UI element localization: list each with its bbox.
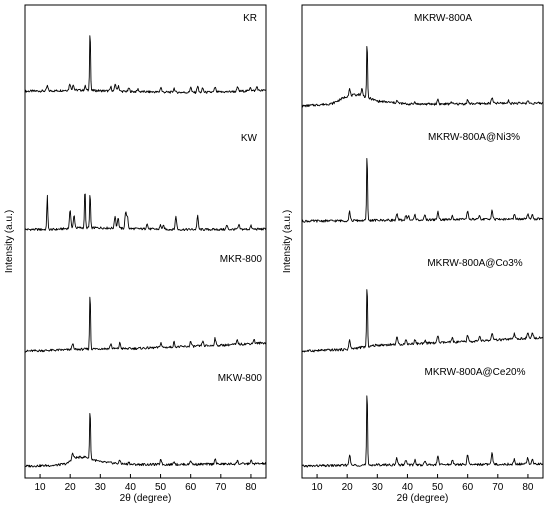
- series-trace-mkrw-800a-ni3-: [301, 157, 544, 223]
- left-plot-frame: [24, 4, 267, 479]
- x-tick-label: 10: [312, 482, 324, 493]
- series-label: KR: [243, 13, 257, 24]
- x-tick-label: 30: [95, 482, 107, 493]
- right-panel: MKRW-800A MKRW-800A@Ni3% MKRW-800A@Co3% MKR…: [282, 4, 544, 504]
- left-panel: KR KW MKR-800 MKW-800 10 20 30 40 50 60 70 80 2θ (…: [4, 4, 267, 504]
- x-tick-label: 60: [462, 482, 474, 493]
- right-y-axis-label: Intensity (a.u.): [282, 210, 293, 273]
- x-tick-label: 80: [245, 482, 257, 493]
- x-tick-label: 70: [492, 482, 504, 493]
- x-tick-label: 10: [35, 482, 47, 493]
- right-x-axis-label: 2θ (degree): [397, 493, 449, 504]
- series-label: MKRW-800A: [414, 13, 472, 24]
- series-label: MKRW-800A@Co3%: [427, 258, 522, 269]
- x-tick-label: 40: [402, 482, 414, 493]
- series-trace-mkr-800: [24, 296, 267, 353]
- left-series-layer: KR KW MKR-800 MKW-800: [24, 13, 267, 468]
- series-trace-kr: [24, 35, 267, 94]
- x-tick-label: 30: [372, 482, 384, 493]
- series-trace-mkrw-800a-ce20-: [301, 395, 544, 468]
- left-y-axis-label: Intensity (a.u.): [4, 210, 15, 273]
- series-trace-mkw-800: [24, 412, 267, 468]
- x-tick-label: 20: [65, 482, 77, 493]
- x-tick-label: 60: [185, 482, 197, 493]
- left-x-ticks: 10 20 30 40 50 60 70 80: [35, 474, 257, 493]
- x-tick-label: 80: [522, 482, 534, 493]
- series-label: KW: [241, 133, 258, 144]
- series-trace-mkrw-800a-co3-: [301, 289, 544, 353]
- series-label: MKRW-800A@Ni3%: [428, 132, 520, 143]
- right-series-layer: MKRW-800A MKRW-800A@Ni3% MKRW-800A@Co3% MKR…: [301, 13, 544, 468]
- x-tick-label: 40: [125, 482, 137, 493]
- series-label: MKR-800: [220, 254, 263, 265]
- x-tick-label: 70: [215, 482, 227, 493]
- x-tick-label: 20: [342, 482, 354, 493]
- x-tick-label: 50: [432, 482, 444, 493]
- right-plot-frame: [301, 4, 544, 479]
- series-label: MKW-800: [218, 373, 263, 384]
- series-trace-kw: [24, 193, 267, 232]
- x-tick-label: 50: [155, 482, 167, 493]
- series-trace-mkrw-800a: [301, 45, 544, 108]
- series-label: MKRW-800A@Ce20%: [425, 367, 526, 378]
- right-x-ticks: 10 20 30 40 50 60 70 80: [312, 474, 534, 493]
- left-x-axis-label: 2θ (degree): [120, 493, 172, 504]
